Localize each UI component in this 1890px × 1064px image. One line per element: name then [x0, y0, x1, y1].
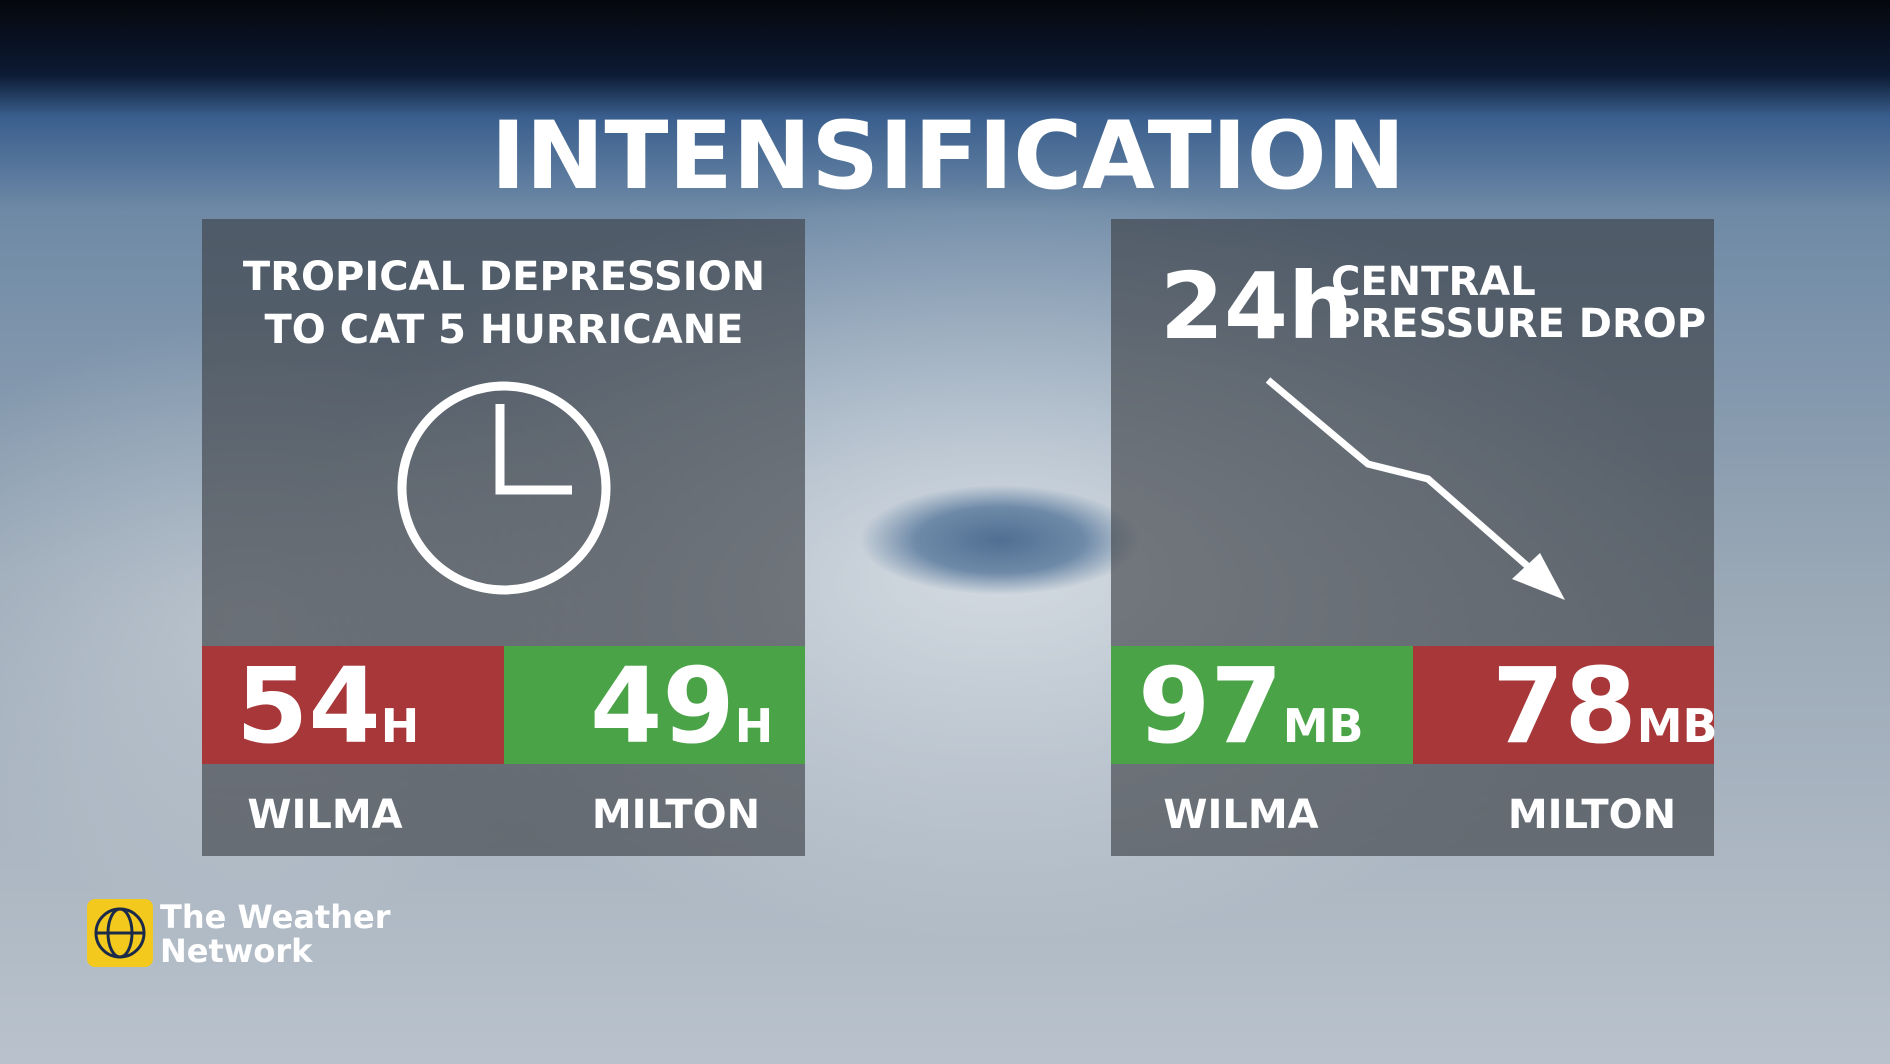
arrow-head	[1512, 553, 1565, 600]
value: 97MB	[1138, 645, 1364, 767]
value: 78MB	[1492, 645, 1718, 767]
logo-globe	[94, 907, 146, 959]
panel-heading-big: 24h	[1160, 253, 1354, 360]
title: INTENSIFICATION	[491, 102, 1406, 211]
storm-name: MILTON	[1508, 792, 1676, 838]
hurricane-eye	[860, 485, 1140, 595]
drop-arrow	[1265, 377, 1543, 580]
clock-hands	[495, 404, 572, 495]
clock-icon	[397, 381, 611, 595]
storm-name: WILMA	[247, 792, 402, 838]
logo-text: The Weather	[160, 898, 391, 936]
value: 54H	[236, 645, 419, 767]
value-cell	[1111, 646, 1413, 764]
value: 49H	[590, 645, 773, 767]
panel-heading: TO CAT 5 HURRICANE	[265, 307, 744, 353]
value-cell	[1413, 646, 1714, 764]
panel-heading: TROPICAL DEPRESSION	[243, 254, 765, 300]
storm-name: WILMA	[1163, 792, 1318, 838]
panel-heading: CENTRAL	[1331, 259, 1536, 305]
value-cell	[504, 646, 805, 764]
panel-heading: PRESSURE DROP	[1331, 301, 1706, 347]
storm-name: MILTON	[592, 792, 760, 838]
value-cell	[202, 646, 504, 764]
logo-text: Network	[160, 932, 313, 970]
